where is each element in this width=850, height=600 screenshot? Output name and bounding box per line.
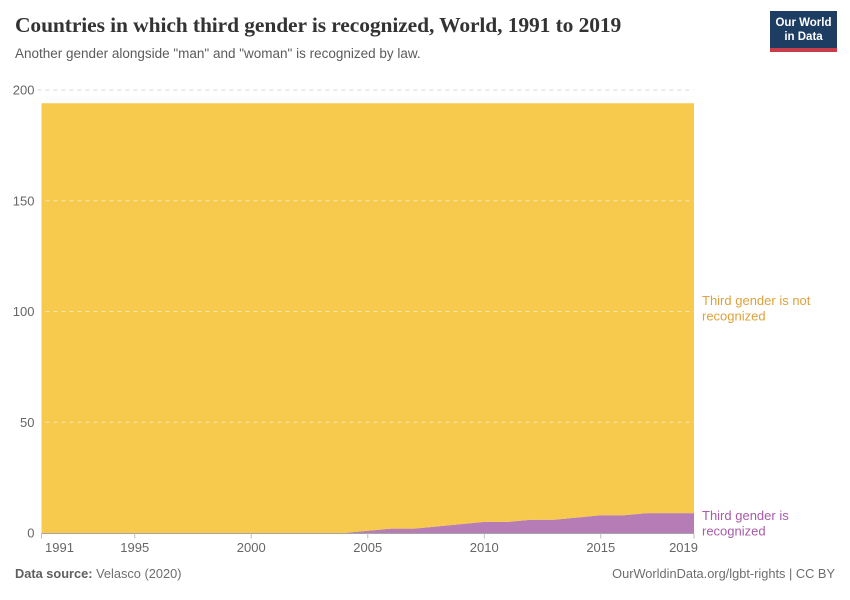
owid-logo-line1: Our World: [775, 17, 832, 29]
x-axis-label-2010: 2010: [470, 540, 499, 555]
data-source-label: Data source:: [15, 566, 93, 581]
y-axis-label-200: 200: [13, 83, 35, 98]
chart-footer: Data source: Velasco (2020) OurWorldinDa…: [15, 566, 835, 581]
x-axis-label-1991: 1991: [45, 540, 74, 555]
x-axis-label-2000: 2000: [237, 540, 266, 555]
owid-logo[interactable]: Our World in Data: [770, 11, 837, 52]
y-axis-label-0: 0: [27, 526, 34, 541]
credit-line: OurWorldinData.org/lgbt-rights | CC BY: [612, 566, 835, 581]
license-badge: CC BY: [795, 566, 835, 581]
y-axis-label-50: 50: [20, 415, 34, 430]
area-third-gender-is-recognized[interactable]: [41, 513, 695, 533]
x-axis-label-1995: 1995: [120, 540, 149, 555]
owid-link[interactable]: OurWorldinData.org/lgbt-rights: [612, 566, 786, 581]
chart-subtitle: Another gender alongside "man" and "woma…: [15, 46, 421, 61]
x-axis-label-2015: 2015: [586, 540, 615, 555]
data-source: Data source: Velasco (2020): [15, 566, 181, 581]
data-source-value: Velasco (2020): [96, 566, 182, 581]
x-axis-label-2005: 2005: [353, 540, 382, 555]
chart-header: Countries in which third gender is recog…: [15, 13, 755, 61]
y-axis-label-150: 150: [13, 193, 35, 208]
owid-logo-line2: in Data: [784, 31, 823, 43]
area-third-gender-is-not-recognized[interactable]: [41, 103, 695, 534]
x-axis-label-2019: 2019: [669, 540, 698, 555]
series-label-third-gender-is-recognized: Third gender is recognized: [702, 508, 789, 539]
credit-separator: |: [789, 566, 793, 581]
series-label-third-gender-is-not-recognized: Third gender is not recognized: [702, 293, 811, 324]
y-axis-label-100: 100: [13, 304, 35, 319]
page-title: Countries in which third gender is recog…: [15, 13, 622, 37]
